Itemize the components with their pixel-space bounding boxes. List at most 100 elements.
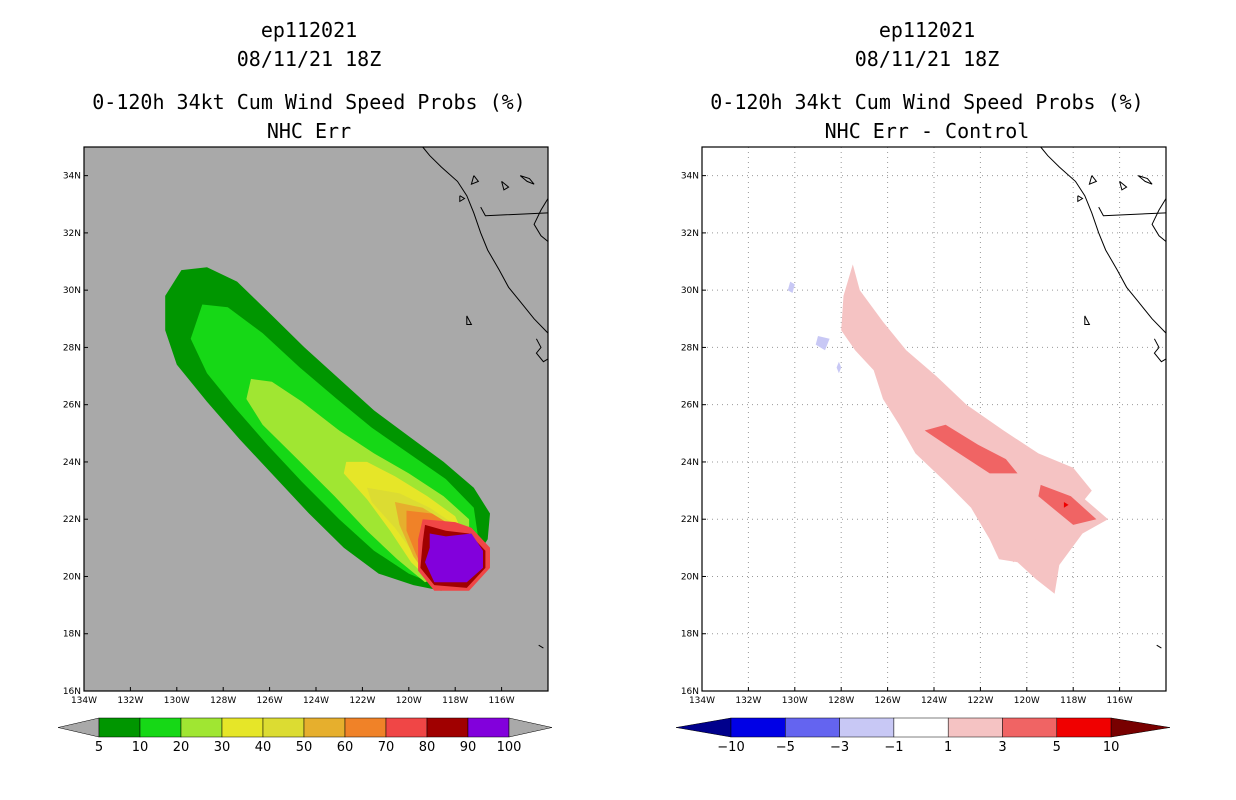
x-tick-label: 118W [1060,696,1086,706]
y-tick-label: 22N [63,515,81,525]
grid-lines [702,147,1166,691]
y-tick-label: 22N [681,515,699,525]
x-tick-label: 130W [782,696,808,706]
colorbar-label: 10 [132,740,149,755]
coastline-segment [1077,195,1084,203]
colorbar-segment [426,717,469,738]
coastline-segment [501,181,510,191]
colorbar-label: −1 [884,740,903,755]
colorbar-label: 60 [337,740,354,755]
storm-id-title: ep112021 [260,18,358,42]
colorbar-label: −3 [830,740,849,755]
coastline-segment [535,338,549,363]
colorbar: 5 10 20 30 40 50 60 70 80 90 100 [57,717,553,755]
contour-level-1 [1033,536,1039,543]
colorbar-segment [1056,717,1112,738]
colorbar-label: 1 [944,740,952,755]
left-panel: ep112021 08/11/21 18Z 0-120h 34kt Cum Wi… [57,18,553,755]
x-tick-label: 134W [689,696,715,706]
colorbar-label: −5 [776,740,795,755]
colorbar-label: 5 [1053,740,1061,755]
colorbar-label: 3 [998,740,1006,755]
x-tick-label: 118W [442,696,468,706]
contour-fills [787,264,1108,594]
coastline [422,146,549,649]
coastline-segment [1156,644,1162,649]
colorbar-arrow-high [508,717,553,738]
storm-id-title: ep112021 [878,18,976,42]
contour-level-neg1 [836,361,842,374]
x-tick-label: 130W [164,696,190,706]
right-panel: ep112021 08/11/21 18Z 0-120h 34kt Cum Wi… [618,0,1236,800]
y-tick-label: 32N [681,229,699,239]
product-title: 0-120h 34kt Cum Wind Speed Probs (%) [92,90,526,114]
x-tick-label: 132W [117,696,143,706]
y-tick-label: 18N [63,630,81,640]
probability-map: 134W 132W 130W 128W 126W 124W 122W 120W 118W 116W… [57,146,553,755]
x-tick-label: 116W [489,696,515,706]
colorbar-label: 70 [378,740,395,755]
subtitle: NHC Err [266,119,352,143]
y-tick-label: 20N [681,572,699,582]
colorbar-segment [893,717,949,738]
colorbar-label: 30 [214,740,231,755]
x-tick-label: 132W [735,696,761,706]
colorbar-label: −10 [717,740,744,755]
coastline-segment [519,175,535,185]
x-tick-label: 128W [828,696,854,706]
contour-level-1 [1012,556,1020,563]
colorbar-segment [730,717,786,738]
coastline-segment [480,206,549,217]
contour-level-1 [841,264,1108,594]
y-tick-label: 18N [681,630,699,640]
y-tick-label: 30N [681,286,699,296]
x-tick-label: 124W [921,696,947,706]
difference-map: 134W 132W 130W 128W 126W 124W 122W 120W 118W 116W… [675,146,1171,755]
colorbar-segment [344,717,387,738]
coastline-segment [1119,181,1128,191]
colorbar-label: 50 [296,740,313,755]
x-tick-label: 126W [257,696,283,706]
coastline-segment [422,146,549,334]
coastline-segment [470,175,480,186]
x-tick-label: 120W [1014,696,1040,706]
colorbar-segment [262,717,305,738]
y-tick-label: 26N [681,401,699,411]
colorbar-label: 80 [419,740,436,755]
contour-fills [165,267,490,591]
contour-level-neg1 [815,336,830,351]
y-tick-label: 24N [63,458,81,468]
colorbar-segment [139,717,182,738]
colorbar-segment [98,717,141,738]
coastline-segment [1088,175,1098,186]
y-tick-label: 20N [63,572,81,582]
y-tick-label: 30N [63,286,81,296]
colorbar-segment [467,717,510,738]
colorbar-label: 90 [460,740,477,755]
coastline [1040,146,1167,649]
coastline-segment [1040,146,1167,334]
colorbar-arrow-low [57,717,100,738]
colorbar-label: 100 [497,740,522,755]
colorbar-segment [303,717,346,738]
subtitle: NHC Err - Control [824,119,1030,143]
colorbar-segment [785,717,840,738]
colorbar-segment [221,717,264,738]
y-tick-label: 28N [63,343,81,353]
colorbar-label: 5 [95,740,103,755]
colorbar-label: 20 [173,740,190,755]
colorbar-segment [839,717,895,738]
contour-level-90 [425,533,483,583]
y-tick-label: 24N [681,458,699,468]
coastline-segment [538,644,544,649]
colorbar-segment [1002,717,1058,738]
colorbar-label: 10 [1103,740,1120,755]
contour-level-neg1 [787,281,795,293]
x-tick-label: 120W [396,696,422,706]
y-tick-label: 34N [681,172,699,182]
product-title: 0-120h 34kt Cum Wind Speed Probs (%) [710,90,1144,114]
colorbar-label: 40 [255,740,272,755]
date-title: 08/11/21 18Z [854,47,1000,71]
x-tick-label: 116W [1107,696,1133,706]
x-tick-label: 126W [875,696,901,706]
